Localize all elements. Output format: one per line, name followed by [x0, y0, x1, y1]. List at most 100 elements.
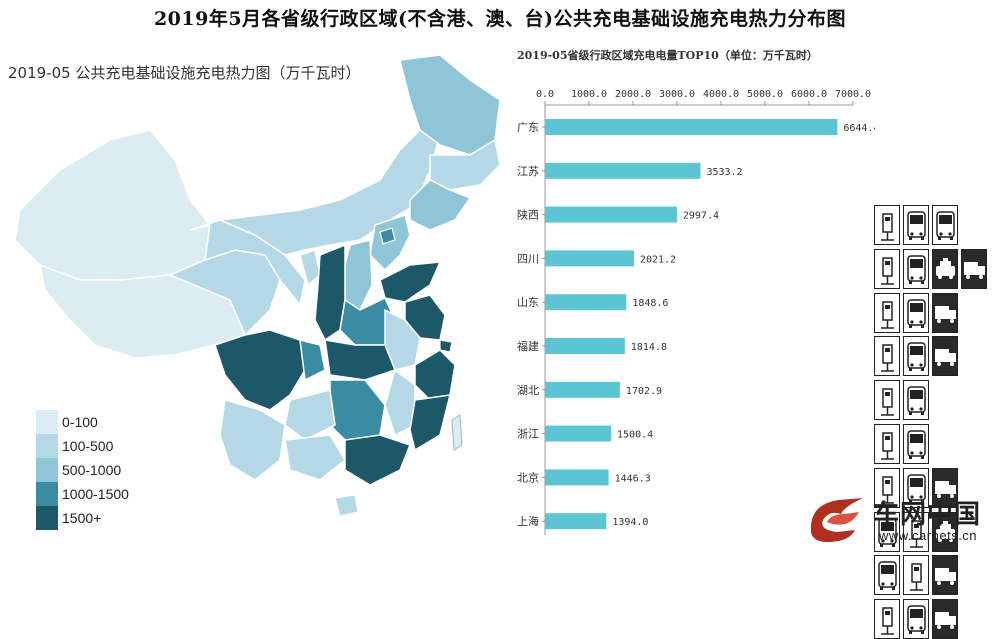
bus-icon: [903, 336, 929, 377]
legend-swatch: [36, 506, 58, 530]
truck-icon: [932, 292, 958, 333]
legend-item: 500-1000: [36, 458, 129, 482]
data-label: 1814.8: [631, 342, 667, 353]
legend-swatch: [36, 410, 58, 434]
data-label: 1394.0: [612, 517, 648, 528]
bar-chart-title: 2019-05省级行政区域充电电量TOP10（单位：万千瓦时）: [517, 49, 818, 62]
charger-icon: [874, 336, 900, 377]
carnets-logo: 车网中国 www.carnets.cn: [805, 492, 995, 548]
bus-icon: [874, 555, 900, 596]
vehicle-icon-row: [874, 555, 958, 596]
vehicle-icon-row: [874, 248, 987, 289]
bar: [545, 162, 701, 179]
bus-icon: [903, 205, 929, 245]
bus-icon: [903, 467, 929, 508]
data-label: 1848.6: [632, 298, 668, 309]
vehicle-icon-row: [874, 205, 958, 245]
charger-icon: [903, 511, 929, 552]
data-label: 1446.3: [615, 473, 651, 484]
bar: [545, 513, 607, 530]
bar: [545, 206, 677, 223]
truck-icon: [932, 467, 958, 508]
region-jiangxi: [384, 368, 416, 437]
bar: [545, 294, 627, 311]
charger-icon: [903, 555, 929, 596]
page-title: 2019年5月各省级行政区域(不含港、澳、台)公共充电基础设施充电热力分布图: [153, 8, 847, 30]
legend-swatch: [36, 434, 58, 458]
map-title: 2019-05 公共充电基础设施充电热力图（万千瓦时）: [8, 64, 361, 82]
region-xinjiang: [14, 129, 211, 281]
data-label: 2997.4: [683, 211, 719, 222]
region-shanxi: [344, 239, 373, 312]
data-label: 2021.2: [640, 254, 676, 265]
region-beijing: [379, 227, 396, 245]
category-label: 江苏: [517, 165, 539, 178]
legend-item: 1000-1500: [36, 482, 129, 506]
x-tick-label: 4000.0: [703, 89, 739, 100]
bar: [545, 250, 634, 267]
region-shaanxi: [314, 243, 346, 342]
bus-icon: [932, 205, 958, 245]
charger-icon: [874, 292, 900, 333]
x-tick-label: 0.0: [536, 89, 554, 100]
region-yunnan: [219, 399, 286, 481]
region-shanghai: [439, 339, 453, 353]
carnets-logo-mark: [810, 498, 863, 542]
vehicle-icon-row: [874, 599, 958, 639]
bar-chart-panel: 2019-05省级行政区域充电电量TOP10（单位：万千瓦时） 0.0 1000.…: [505, 45, 1000, 552]
x-tick-label: 6000.0: [791, 89, 827, 100]
category-label: 福建: [517, 339, 539, 353]
legend-swatch: [36, 458, 58, 482]
heat-map-panel: 2019-05 公共充电基础设施充电热力图（万千瓦时） 0-100 100-500…: [0, 40, 510, 550]
bar-chart: 0.0 1000.0 2000.0 3000.0 4000.0 5000.0 6000.0 7…: [517, 89, 875, 535]
bar: [545, 381, 620, 398]
truck-icon: [932, 555, 958, 596]
legend-label: 100-500: [62, 438, 114, 454]
data-label: 3533.2: [706, 167, 742, 178]
legend-swatch: [36, 482, 58, 506]
legend-label: 1000-1500: [62, 486, 129, 502]
vehicle-icon-row: [874, 511, 958, 552]
x-tick-label: 5000.0: [747, 89, 783, 100]
region-sichuan: [214, 329, 306, 411]
region-hubei: [324, 339, 396, 381]
data-label: 1702.9: [626, 386, 662, 397]
map-legend: 0-100 100-500 500-1000 1000-1500 1500+: [36, 410, 129, 530]
bar: [545, 425, 612, 442]
truck-icon: [961, 248, 987, 289]
bar: [545, 119, 838, 135]
region-chongqing: [299, 339, 326, 382]
vehicle-icon-row: [874, 424, 929, 464]
region-guangxi: [284, 434, 346, 481]
data-label: 6644.4: [843, 123, 875, 134]
taxi-icon: [932, 511, 958, 552]
bus-icon: [903, 292, 929, 333]
x-tick-label: 7000.0: [835, 89, 871, 100]
legend-label: 0-100: [62, 414, 98, 430]
x-tick-label: 2000.0: [615, 89, 651, 100]
bar: [545, 469, 609, 486]
x-tick-label: 3000.0: [659, 89, 695, 100]
category-label: 北京: [517, 470, 539, 484]
data-label: 1500.4: [617, 430, 653, 441]
region-fujian: [409, 394, 451, 452]
truck-icon: [932, 336, 958, 377]
bus-icon: [903, 424, 929, 464]
charger-icon: [874, 380, 900, 421]
charger-icon: [874, 424, 900, 464]
region-liaoning: [409, 179, 472, 231]
logo-brand-text: 车网中国: [873, 500, 982, 530]
category-label: 四川: [517, 252, 539, 265]
charger-icon: [874, 599, 900, 639]
china-heat-map: [14, 54, 501, 517]
category-label: 浙江: [517, 428, 539, 441]
category-label: 陕西: [517, 208, 539, 222]
category-label: 湖北: [517, 384, 539, 397]
vehicle-icon-row: [874, 292, 958, 333]
legend-item: 1500+: [36, 506, 129, 530]
legend-item: 0-100: [36, 410, 129, 434]
logo-url-text: www.carnets.cn: [879, 528, 978, 543]
charger-icon: [874, 248, 900, 289]
region-guangdong: [344, 434, 411, 486]
category-label: 上海: [517, 514, 539, 528]
